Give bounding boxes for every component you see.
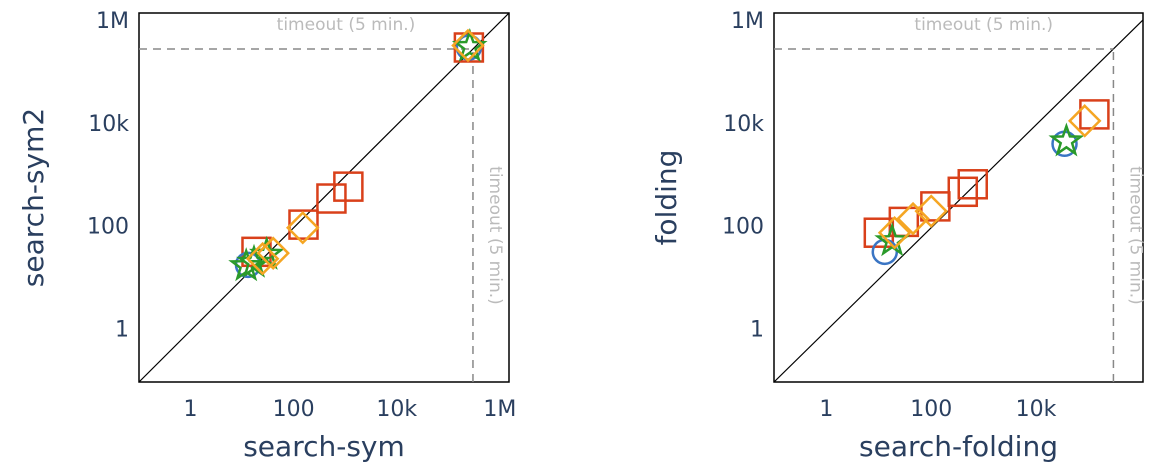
y-tick-label: 10k bbox=[88, 112, 129, 137]
x-tick-label: 1M bbox=[483, 397, 516, 422]
point bbox=[957, 169, 988, 200]
x-tick-label: 1 bbox=[184, 397, 198, 422]
point bbox=[896, 201, 930, 236]
y-axis-title: search-sym2 bbox=[17, 108, 50, 287]
point bbox=[877, 215, 912, 250]
point bbox=[285, 210, 320, 245]
point bbox=[1067, 104, 1102, 138]
y-axis-title: folding bbox=[650, 150, 683, 246]
point bbox=[947, 176, 979, 208]
timeout-label: timeout (5 min.) bbox=[1125, 166, 1145, 305]
y-tick-label: 1M bbox=[731, 9, 764, 34]
point bbox=[228, 247, 265, 282]
point bbox=[863, 217, 895, 248]
y-tick-label: 100 bbox=[722, 215, 764, 240]
y-tick-label: 10k bbox=[723, 112, 764, 137]
diagonal bbox=[773, 19, 1144, 383]
x-tick-label: 10k bbox=[376, 397, 417, 422]
point bbox=[451, 28, 485, 63]
x-tick-label: 1 bbox=[819, 397, 833, 422]
timeout-label: timeout (5 min.) bbox=[485, 166, 505, 305]
x-axis-title: search-folding bbox=[859, 430, 1058, 463]
point bbox=[316, 183, 347, 214]
y-tick-label: 1M bbox=[96, 9, 129, 34]
point bbox=[1048, 122, 1085, 157]
y-tick-label: 100 bbox=[87, 215, 129, 240]
timeout-label: timeout (5 min.) bbox=[914, 15, 1053, 35]
y-tick-label: 1 bbox=[750, 318, 764, 343]
point bbox=[914, 194, 948, 228]
plot-frame bbox=[773, 12, 1144, 383]
point bbox=[245, 241, 280, 276]
diagonal bbox=[138, 12, 510, 383]
x-tick-label: 10k bbox=[1016, 397, 1057, 422]
point bbox=[333, 171, 364, 202]
x-tick-label: 100 bbox=[910, 397, 952, 422]
x-tick-label: 100 bbox=[273, 397, 315, 422]
point bbox=[1079, 99, 1110, 130]
plot-frame bbox=[138, 12, 510, 383]
point bbox=[871, 238, 899, 266]
point bbox=[256, 236, 290, 270]
y-tick-label: 1 bbox=[115, 318, 129, 343]
x-axis-title: search-sym bbox=[243, 430, 405, 463]
timeout-label: timeout (5 min.) bbox=[277, 15, 416, 35]
